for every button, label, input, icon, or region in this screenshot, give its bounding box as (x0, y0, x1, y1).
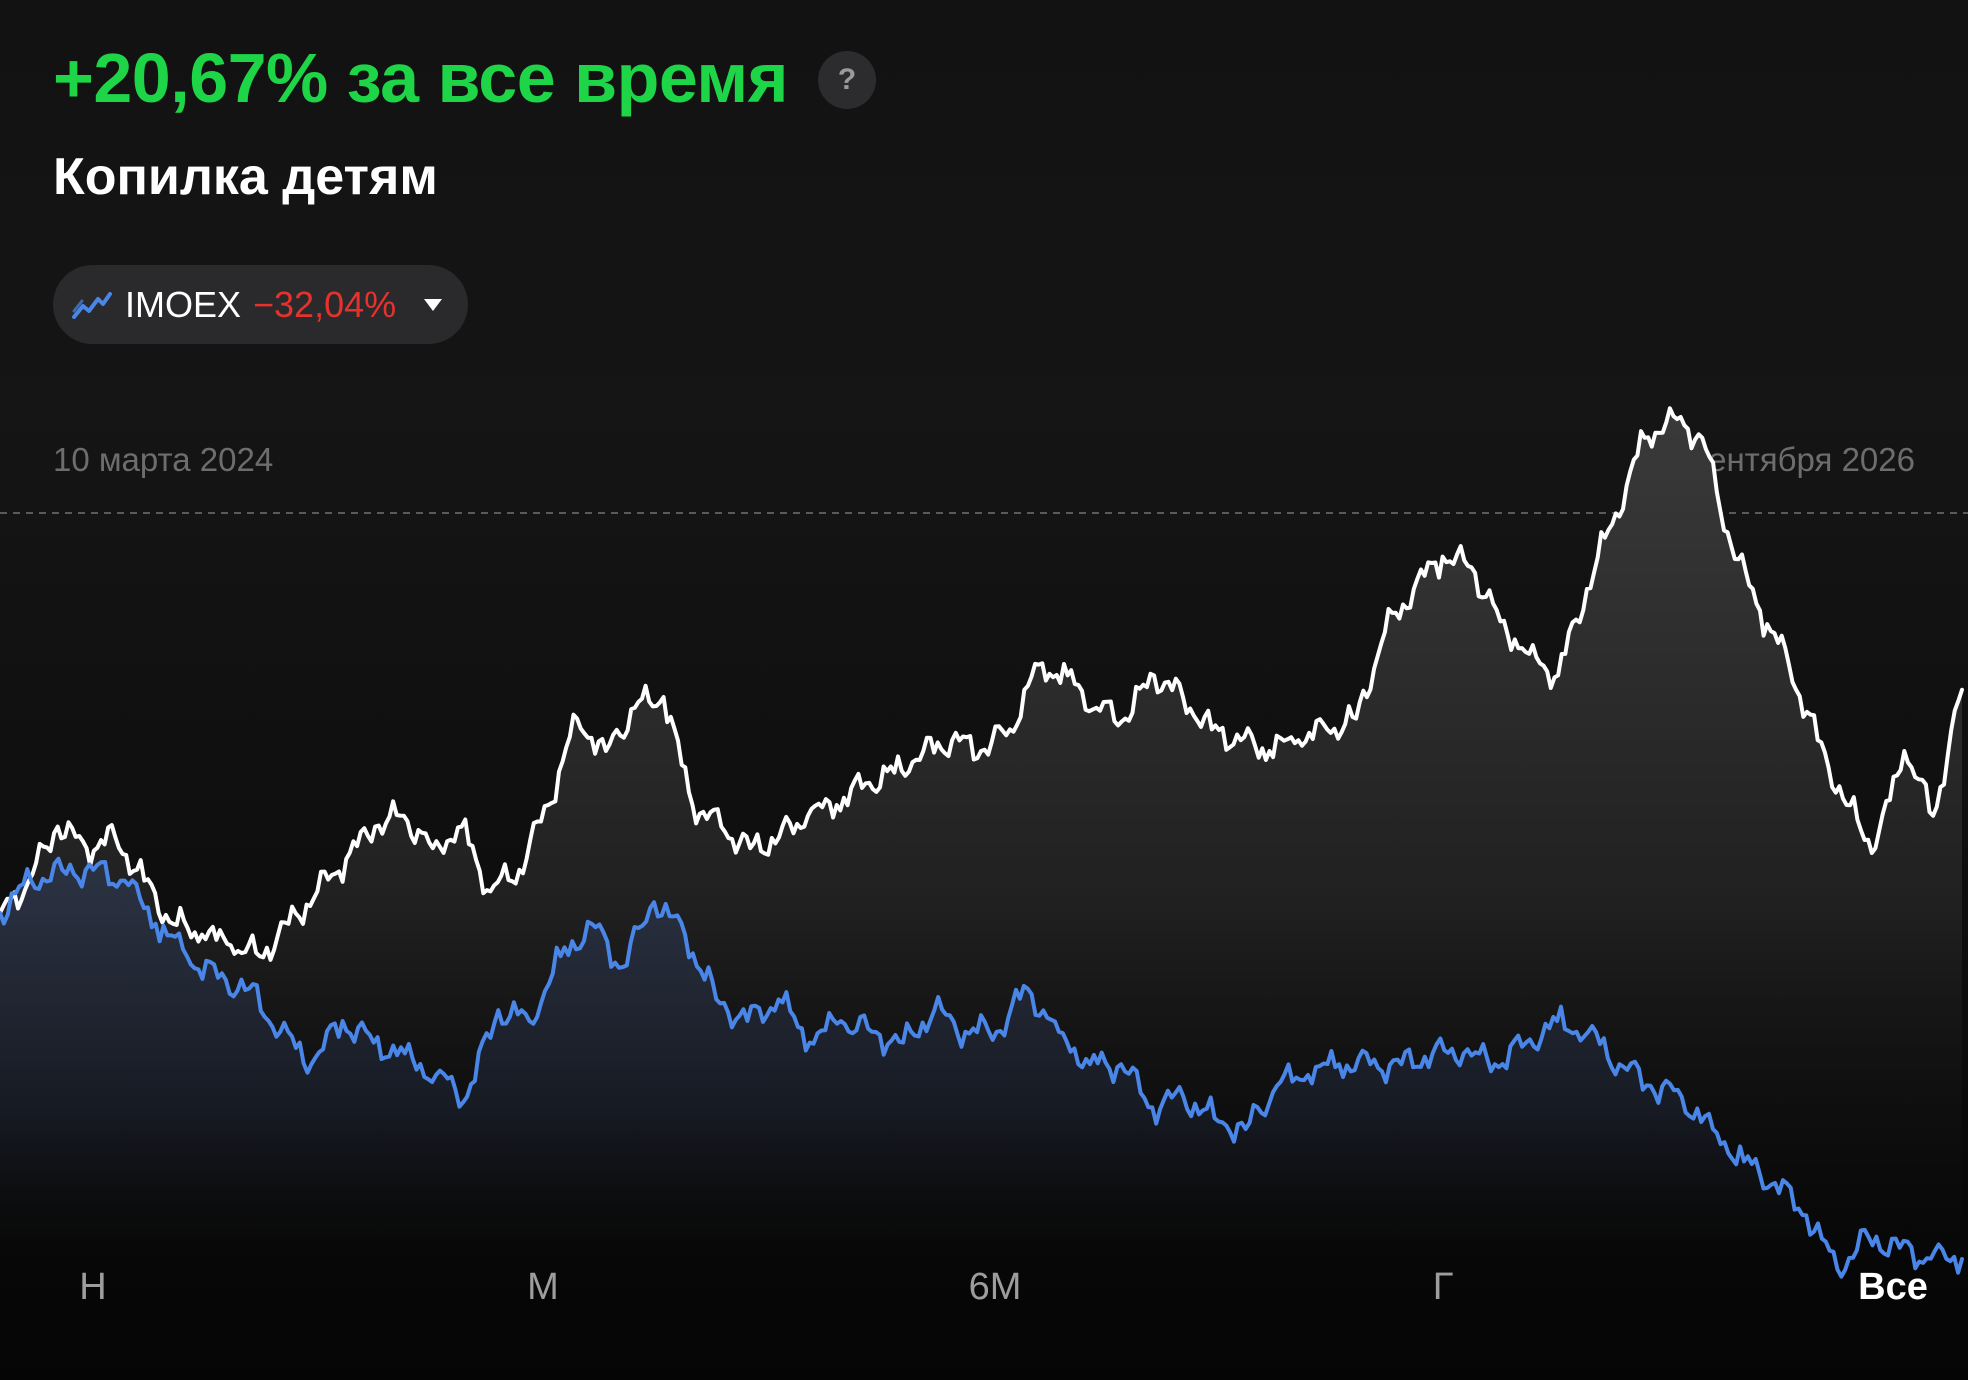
series-line-1 (0, 406, 1964, 962)
period-button-2[interactable]: М (527, 1266, 559, 1308)
performance-value: +20,67% за все время (53, 39, 789, 117)
compare-index-selector[interactable]: IMOEX −32,04% (53, 265, 469, 344)
dropdown-caret-icon (424, 298, 443, 311)
series-area-2 (0, 858, 1962, 1277)
period-button-3[interactable]: 6М (968, 1266, 1022, 1308)
period-button-5[interactable]: Все (1858, 1266, 1928, 1308)
compare-index-change: −32,04% (253, 283, 397, 325)
trend-chart-icon (71, 289, 113, 321)
portfolio-name: Копилка детям (53, 148, 438, 206)
series-line-2 (0, 856, 1964, 1279)
compare-index-name: IMOEX (125, 283, 242, 325)
help-button[interactable]: ? (818, 51, 877, 109)
period-button-1[interactable]: Н (79, 1266, 107, 1308)
headline: +20,67% за все время ? (53, 36, 877, 120)
chart-start-date: 10 марта 2024 (53, 441, 274, 478)
period-selector: Н М 6М Г Все (0, 1262, 1968, 1312)
period-button-4[interactable]: Г (1432, 1266, 1454, 1308)
